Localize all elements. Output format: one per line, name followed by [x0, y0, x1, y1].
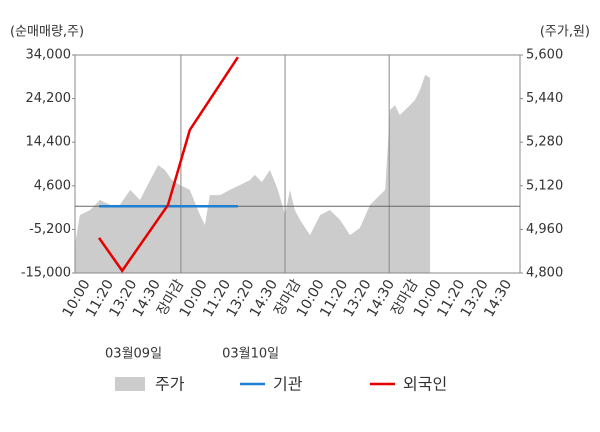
y-tick-label: 34,000	[26, 48, 72, 63]
y2-tick-label: 4,800	[526, 266, 563, 281]
y2-axis-label: (주가,원)	[540, 25, 590, 40]
y-tick-label: 24,200	[26, 91, 72, 106]
legend-label: 기관	[273, 375, 303, 394]
plot-frame	[74, 54, 521, 274]
y-tick-label: 14,400	[26, 135, 72, 150]
y2-tick-label: 5,600	[526, 48, 563, 63]
y2-tick-label: 5,440	[526, 91, 563, 106]
y-axis-label: (순매매량,주)	[10, 25, 84, 40]
date-label: 03월10일	[222, 347, 279, 362]
legend-label: 주가	[155, 375, 185, 394]
y2-tick-label: 5,280	[526, 135, 563, 150]
y2-tick-label: 4,960	[526, 222, 563, 237]
legend-swatch	[115, 377, 145, 391]
y-tick-label: -5,200	[29, 222, 71, 237]
series-line	[98, 56, 239, 273]
y-tick-label: 4,600	[34, 178, 71, 193]
y2-tick-label: 5,120	[526, 178, 563, 193]
y-tick-label: -15,000	[21, 266, 71, 281]
date-label: 03월09일	[105, 347, 162, 362]
legend-label: 외국인	[403, 375, 447, 394]
price-area	[75, 74, 431, 273]
